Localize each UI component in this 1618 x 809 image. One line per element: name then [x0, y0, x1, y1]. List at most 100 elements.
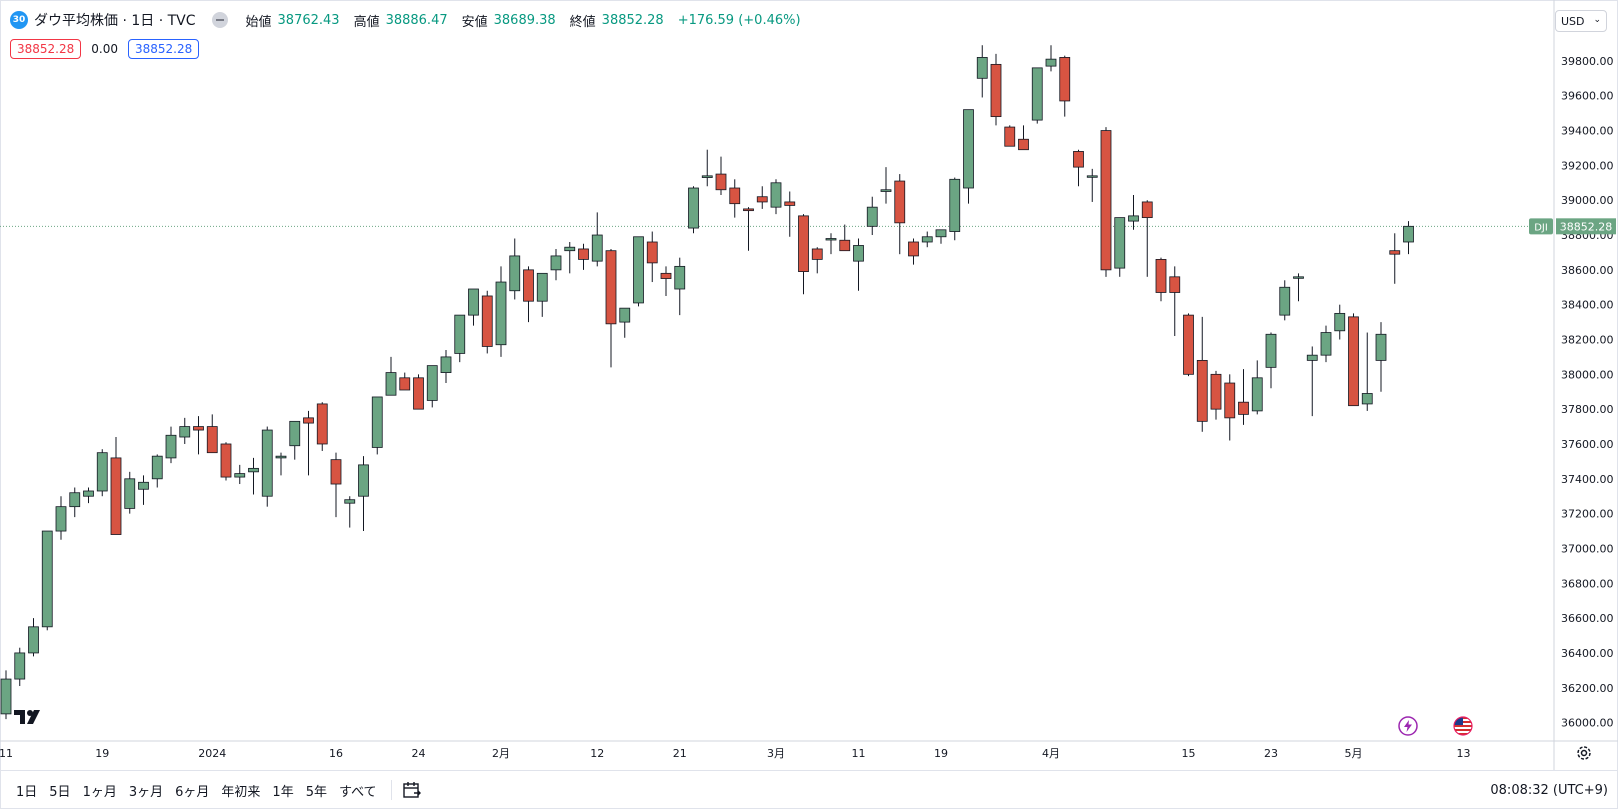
candle-body[interactable]	[866, 206, 878, 227]
candle-body[interactable]	[1086, 175, 1098, 178]
flash-icon[interactable]	[1398, 716, 1418, 736]
candle-body[interactable]	[303, 417, 314, 424]
candle-body[interactable]	[468, 288, 479, 316]
candle-body[interactable]	[0, 678, 12, 715]
candle-body[interactable]	[371, 396, 383, 448]
candle-body[interactable]	[880, 189, 892, 192]
candle-body[interactable]	[289, 420, 301, 447]
buy-price-button[interactable]: 38852.28	[127, 39, 200, 59]
candle-body[interactable]	[316, 403, 328, 445]
candle-body[interactable]	[619, 307, 631, 323]
candle-body[interactable]	[1169, 276, 1181, 293]
candle-body[interactable]	[1334, 312, 1346, 332]
candle-body[interactable]	[853, 245, 864, 262]
candle-body[interactable]	[976, 57, 988, 79]
candle-body[interactable]	[1073, 151, 1084, 168]
candle-body[interactable]	[1251, 377, 1263, 412]
range-all-button[interactable]: すべて	[338, 784, 377, 800]
candle-body[interactable]	[1114, 217, 1126, 269]
candle-body[interactable]	[330, 459, 342, 485]
candle-body[interactable]	[206, 426, 218, 454]
candle-body[interactable]	[1031, 67, 1043, 121]
candle-body[interactable]	[1348, 316, 1359, 407]
candle-body[interactable]	[1279, 286, 1291, 316]
candle-body[interactable]	[413, 377, 424, 410]
candle-body[interactable]	[798, 215, 809, 272]
candle-body[interactable]	[55, 506, 67, 532]
candle-body[interactable]	[935, 229, 947, 238]
candle-body[interactable]	[990, 63, 1002, 118]
candle-body[interactable]	[138, 481, 149, 490]
candle-body[interactable]	[523, 269, 534, 302]
candle-body[interactable]	[536, 272, 548, 302]
candle-body[interactable]	[41, 530, 53, 628]
candle-body[interactable]	[261, 429, 273, 497]
candle-body[interactable]	[426, 365, 438, 401]
candle-body[interactable]	[839, 239, 851, 252]
candle-body[interactable]	[1293, 276, 1304, 279]
sell-price-button[interactable]: 38852.28	[10, 39, 82, 59]
candle-body[interactable]	[1004, 126, 1016, 147]
range-1m-button[interactable]: 1ヶ月	[82, 784, 117, 800]
candle-body[interactable]	[1183, 314, 1194, 375]
range-ytd-button[interactable]: 年初来	[221, 784, 261, 800]
candle-body[interactable]	[14, 652, 26, 680]
candle-body[interactable]	[399, 377, 411, 391]
candle-body[interactable]	[509, 255, 521, 292]
candle-body[interactable]	[1045, 58, 1057, 67]
candle-body[interactable]	[564, 246, 576, 252]
candle-body[interactable]	[646, 241, 658, 264]
candle-body[interactable]	[344, 499, 356, 504]
candle-body[interactable]	[1306, 354, 1318, 361]
candle-body[interactable]	[1403, 225, 1414, 243]
candle-body[interactable]	[729, 187, 741, 205]
candle-body[interactable]	[605, 250, 617, 325]
candle-body[interactable]	[69, 492, 81, 508]
candle-body[interactable]	[234, 473, 246, 478]
candle-body[interactable]	[385, 372, 397, 396]
candle-body[interactable]	[825, 238, 837, 241]
candle-body[interactable]	[921, 236, 933, 243]
candle-body[interactable]	[151, 455, 163, 480]
candle-body[interactable]	[688, 187, 699, 229]
range-5y-button[interactable]: 5年	[305, 784, 327, 800]
candle-body[interactable]	[1389, 250, 1401, 255]
candle-body[interactable]	[743, 208, 754, 212]
tradingview-logo-icon[interactable]	[14, 708, 44, 726]
collapse-icon[interactable]	[211, 12, 228, 28]
us-flag-icon[interactable]	[1452, 716, 1474, 736]
candle-body[interactable]	[1196, 359, 1208, 422]
candle-body[interactable]	[28, 626, 39, 654]
candle-body[interactable]	[963, 109, 974, 189]
candle-body[interactable]	[949, 178, 961, 232]
candle-body[interactable]	[454, 314, 466, 354]
candle-body[interactable]	[894, 180, 906, 224]
candle-body[interactable]	[660, 272, 672, 279]
calendar-icon[interactable]	[402, 780, 422, 800]
candle-body[interactable]	[1265, 333, 1277, 368]
range-1y-button[interactable]: 1年	[272, 784, 294, 800]
candle-body[interactable]	[1018, 138, 1029, 151]
candle-body[interactable]	[550, 255, 562, 271]
candle-body[interactable]	[715, 173, 727, 191]
candle-body[interactable]	[96, 452, 108, 492]
candle-body[interactable]	[1238, 401, 1249, 415]
candle-body[interactable]	[275, 455, 287, 459]
candle-body[interactable]	[1210, 373, 1222, 410]
candle-body[interactable]	[220, 443, 232, 478]
candle-body[interactable]	[495, 281, 507, 346]
candle-body[interactable]	[1059, 57, 1071, 102]
candle-body[interactable]	[784, 201, 796, 206]
range-1d-button[interactable]: 1日	[16, 784, 38, 800]
candle-body[interactable]	[1141, 201, 1153, 219]
candle-body[interactable]	[811, 248, 823, 260]
candle-body[interactable]	[110, 457, 122, 535]
candle-body[interactable]	[179, 426, 191, 438]
symbol-title[interactable]: ダウ平均株価 · 1日 · TVC	[34, 13, 196, 29]
candle-body[interactable]	[674, 265, 686, 290]
candle-body[interactable]	[481, 295, 493, 347]
candle-body[interactable]	[1224, 382, 1236, 419]
currency-select[interactable]: USD ⌄	[1555, 10, 1607, 32]
candle-body[interactable]	[1375, 333, 1387, 361]
